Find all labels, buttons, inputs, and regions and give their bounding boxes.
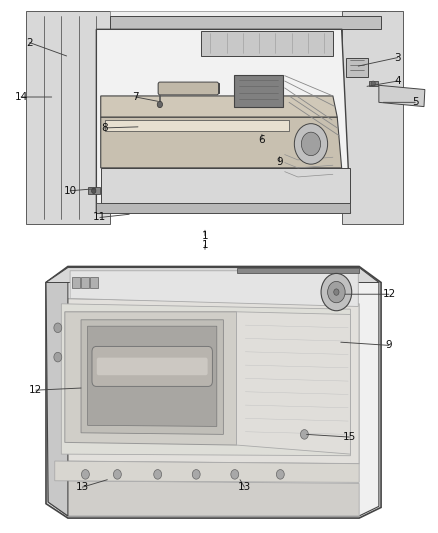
Text: 3: 3 bbox=[394, 53, 401, 62]
Bar bbox=[81, 277, 89, 288]
Text: 12: 12 bbox=[382, 289, 396, 299]
Polygon shape bbox=[88, 326, 217, 426]
Circle shape bbox=[321, 273, 352, 311]
Polygon shape bbox=[48, 268, 379, 516]
Circle shape bbox=[300, 430, 308, 439]
Text: 14: 14 bbox=[14, 92, 28, 102]
Polygon shape bbox=[158, 83, 219, 93]
Circle shape bbox=[154, 470, 162, 479]
Polygon shape bbox=[201, 31, 333, 56]
Circle shape bbox=[192, 470, 200, 479]
Circle shape bbox=[54, 323, 62, 333]
Text: 15: 15 bbox=[343, 432, 356, 442]
Text: 8: 8 bbox=[101, 123, 108, 133]
Circle shape bbox=[81, 470, 89, 479]
Polygon shape bbox=[342, 11, 403, 224]
Text: 10: 10 bbox=[64, 186, 77, 196]
Polygon shape bbox=[96, 29, 350, 213]
Polygon shape bbox=[234, 75, 283, 107]
Circle shape bbox=[113, 470, 121, 479]
Polygon shape bbox=[101, 96, 337, 117]
Text: 5: 5 bbox=[412, 98, 419, 107]
Text: 4: 4 bbox=[394, 76, 401, 86]
Text: 1: 1 bbox=[201, 240, 208, 250]
Polygon shape bbox=[88, 187, 100, 194]
Polygon shape bbox=[110, 16, 381, 29]
Text: 6: 6 bbox=[258, 135, 265, 144]
Text: 9: 9 bbox=[276, 157, 283, 167]
Circle shape bbox=[231, 470, 239, 479]
Circle shape bbox=[54, 352, 62, 362]
FancyBboxPatch shape bbox=[92, 346, 212, 386]
Circle shape bbox=[92, 188, 96, 193]
Polygon shape bbox=[46, 268, 379, 282]
Polygon shape bbox=[96, 203, 350, 213]
Polygon shape bbox=[55, 461, 359, 482]
Polygon shape bbox=[101, 168, 350, 203]
Bar bbox=[90, 277, 98, 288]
Bar bbox=[72, 277, 80, 288]
Polygon shape bbox=[46, 266, 381, 518]
Circle shape bbox=[334, 289, 339, 295]
Text: 13: 13 bbox=[238, 482, 251, 492]
Polygon shape bbox=[81, 320, 223, 434]
Circle shape bbox=[371, 81, 375, 86]
Polygon shape bbox=[70, 271, 358, 306]
FancyBboxPatch shape bbox=[158, 82, 219, 95]
Text: 11: 11 bbox=[93, 213, 106, 222]
Polygon shape bbox=[105, 120, 289, 131]
Polygon shape bbox=[110, 11, 385, 85]
FancyBboxPatch shape bbox=[97, 358, 208, 375]
Polygon shape bbox=[46, 268, 68, 516]
Polygon shape bbox=[346, 58, 368, 77]
Text: 1: 1 bbox=[201, 231, 208, 240]
Polygon shape bbox=[26, 11, 110, 224]
Text: 12: 12 bbox=[29, 385, 42, 395]
Circle shape bbox=[301, 132, 321, 156]
Polygon shape bbox=[65, 312, 237, 445]
Polygon shape bbox=[55, 481, 359, 516]
Polygon shape bbox=[237, 268, 359, 273]
Circle shape bbox=[328, 281, 345, 303]
Text: 7: 7 bbox=[132, 92, 139, 102]
Polygon shape bbox=[61, 304, 350, 456]
Polygon shape bbox=[55, 298, 359, 464]
Text: 13: 13 bbox=[76, 482, 89, 492]
Text: 9: 9 bbox=[385, 341, 392, 350]
Polygon shape bbox=[379, 85, 425, 107]
Circle shape bbox=[276, 470, 284, 479]
Polygon shape bbox=[101, 117, 342, 168]
Polygon shape bbox=[237, 312, 350, 454]
Circle shape bbox=[157, 101, 162, 108]
Polygon shape bbox=[369, 81, 378, 86]
Circle shape bbox=[294, 124, 328, 164]
Text: 2: 2 bbox=[26, 38, 33, 47]
